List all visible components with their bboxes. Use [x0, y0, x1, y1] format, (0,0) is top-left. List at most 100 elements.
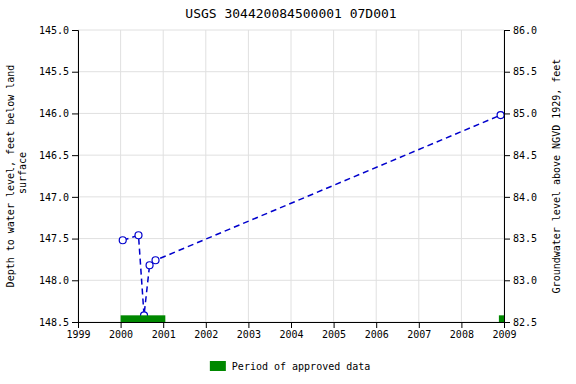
tick-mark	[72, 322, 78, 323]
grid-line-y	[78, 238, 504, 239]
point	[135, 232, 142, 239]
tick-label: 2005	[322, 329, 346, 340]
tick-label: 1999	[66, 329, 90, 340]
tick-mark	[504, 113, 510, 114]
tick-mark	[504, 155, 510, 156]
tick-label: 2003	[237, 329, 261, 340]
tick-label: 145.5	[39, 66, 69, 77]
tick: 2006	[365, 322, 389, 340]
tick: 146.0	[39, 108, 78, 119]
tick-label: 2008	[450, 329, 474, 340]
tick-mark	[72, 280, 78, 281]
tick-label: 2002	[194, 329, 218, 340]
line	[123, 115, 501, 315]
tick-mark	[121, 322, 122, 328]
tick-mark	[206, 322, 207, 328]
tick: 83.0	[504, 275, 537, 286]
tick-mark	[504, 239, 510, 240]
tick: 145.0	[39, 25, 78, 36]
grid-line-x	[461, 30, 462, 322]
tick-mark	[72, 239, 78, 240]
axis-line	[79, 323, 505, 329]
legend-label: Period of approved data	[232, 361, 370, 372]
tick-label: 86.0	[513, 25, 537, 36]
tick: 2002	[194, 322, 218, 340]
tick: 2004	[279, 322, 303, 340]
tick-mark	[72, 113, 78, 114]
tick-label: 2001	[152, 329, 176, 340]
tick-mark	[504, 322, 510, 323]
tick: 2008	[450, 322, 474, 340]
grid-line-y	[78, 30, 504, 31]
tick-label: 2007	[407, 329, 431, 340]
tick-mark	[504, 280, 510, 281]
tick-label: 2009	[492, 329, 516, 340]
tick-mark	[248, 322, 249, 328]
tick-label: 148.5	[39, 317, 69, 328]
tick: 148.0	[39, 275, 78, 286]
tick: 2001	[152, 322, 176, 340]
tick: 147.0	[39, 192, 78, 203]
tick: 84.5	[504, 150, 537, 161]
tick-mark	[72, 72, 78, 73]
y-axis: 145.0 145.5 146.0 146.5 147.0 147.5 148.0 148.5	[39, 25, 79, 328]
grid-line-x	[333, 30, 334, 322]
tick-label: 83.0	[513, 275, 537, 286]
point	[497, 112, 504, 119]
span	[121, 315, 166, 322]
plot: 1999 2000 2001 2002 2003 2004 2005 2006 2007 2008…	[39, 25, 537, 340]
point	[119, 237, 126, 244]
tick: 1999	[66, 322, 90, 340]
y2-axis-title: Groundwater level above NGVD 1929, feet	[551, 59, 562, 294]
y2-axis: 82.5 83.0 83.5 84.0 84.5 85.0 85.5 86.0	[504, 25, 537, 328]
grid-line-y	[78, 113, 504, 114]
grid-line-x	[418, 30, 419, 322]
tick-mark	[163, 322, 164, 328]
tick-mark	[334, 322, 335, 328]
legend: Period of approved data	[210, 361, 370, 372]
tick: 82.5	[504, 317, 537, 328]
tick-label: 2000	[109, 329, 133, 340]
grid-line-x	[120, 30, 121, 322]
tick: 83.5	[504, 233, 537, 244]
tick-mark	[461, 322, 462, 328]
tick-mark	[376, 322, 377, 328]
legend-swatch	[210, 361, 226, 371]
grid-line-x	[163, 30, 164, 322]
grid-line-x	[248, 30, 249, 322]
tick-label: 2004	[279, 329, 303, 340]
tick: 148.5	[39, 317, 78, 328]
tick-label: 85.5	[513, 66, 537, 77]
tick: 2000	[109, 322, 133, 340]
tick-mark	[504, 197, 510, 198]
tick-mark	[419, 322, 420, 328]
title: USGS 304420084500001 07D001	[185, 6, 396, 21]
tick-label: 84.0	[513, 192, 537, 203]
grid-line-y	[78, 196, 504, 197]
tick: 86.0	[504, 25, 537, 36]
grid-line-y	[78, 155, 504, 156]
tick: 147.5	[39, 233, 78, 244]
tick: 85.5	[504, 66, 537, 77]
tick: 2003	[237, 322, 261, 340]
span	[499, 315, 504, 322]
tick-label: 2006	[365, 329, 389, 340]
axis-line	[72, 31, 79, 323]
tick-label: 82.5	[513, 317, 537, 328]
tick-label: 147.5	[39, 233, 69, 244]
tick-label: 83.5	[513, 233, 537, 244]
tick-label: 85.0	[513, 108, 537, 119]
grid-line-x	[291, 30, 292, 322]
tick-mark	[291, 322, 292, 328]
tick-label: 146.0	[39, 108, 69, 119]
grid-line-y	[78, 71, 504, 72]
tick-mark	[72, 155, 78, 156]
grid-line-x	[376, 30, 377, 322]
axis-line	[505, 31, 511, 323]
tick-label: 145.0	[39, 25, 69, 36]
tick-mark	[72, 197, 78, 198]
grid	[78, 30, 504, 322]
tick: 146.5	[39, 150, 78, 161]
tick-mark	[504, 72, 510, 73]
tick-label: 148.0	[39, 275, 69, 286]
